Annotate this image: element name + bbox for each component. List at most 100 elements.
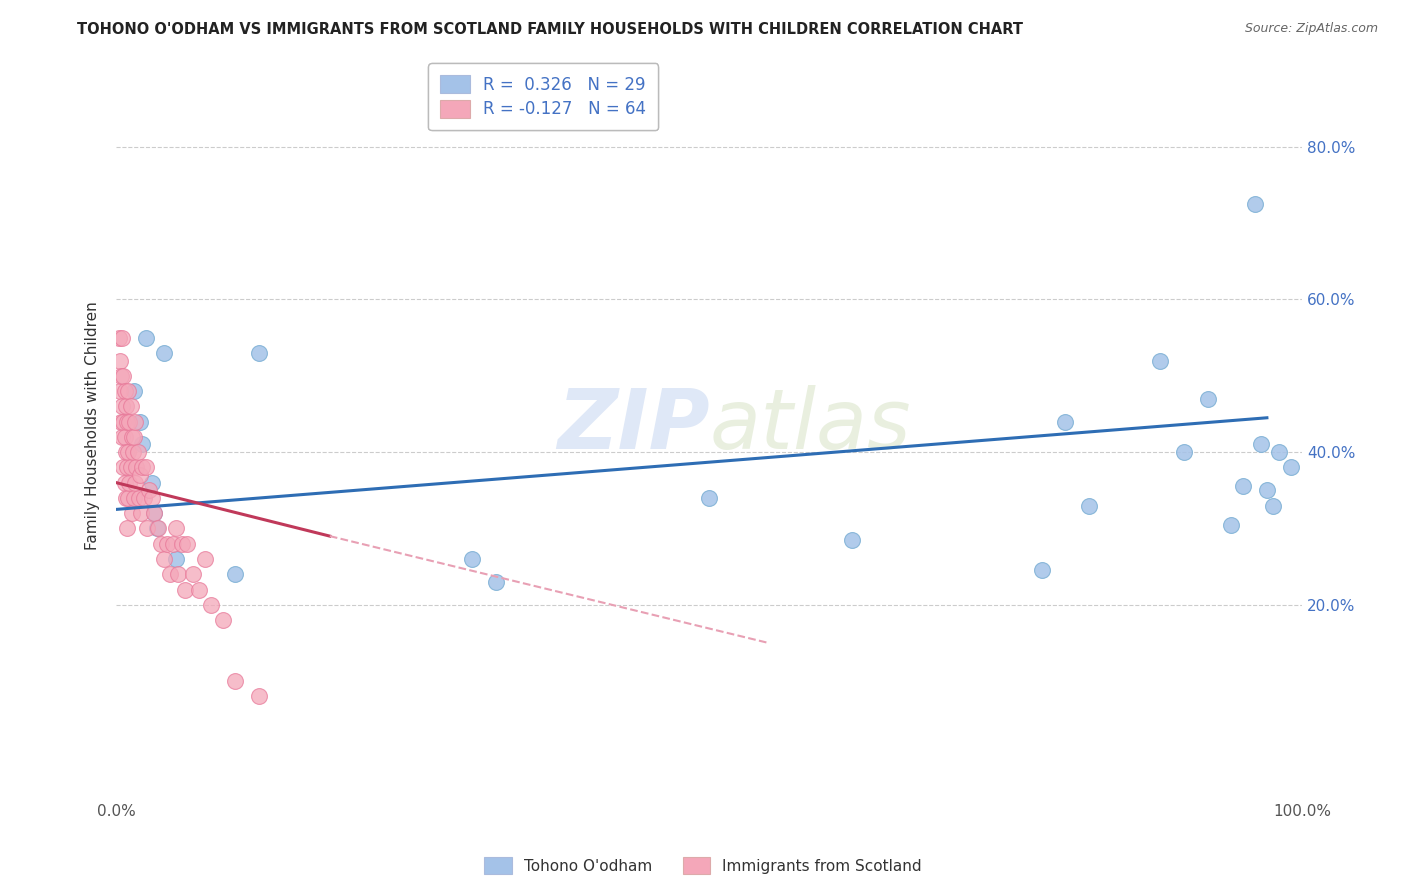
Point <box>114 430 136 444</box>
Point <box>1244 197 1267 211</box>
Point <box>115 415 138 429</box>
Text: Source: ZipAtlas.com: Source: ZipAtlas.com <box>1244 22 1378 36</box>
Point <box>108 353 131 368</box>
Point <box>120 460 142 475</box>
Point <box>112 415 135 429</box>
Point <box>143 506 166 520</box>
Point <box>121 430 143 444</box>
Point <box>121 506 143 520</box>
Point <box>107 330 129 344</box>
Point <box>108 384 131 398</box>
Text: TOHONO O'ODHAM VS IMMIGRANTS FROM SCOTLAND FAMILY HOUSEHOLDS WITH CHILDREN CORRE: TOHONO O'ODHAM VS IMMIGRANTS FROM SCOTLA… <box>77 22 1024 37</box>
Point <box>135 330 157 344</box>
Point <box>145 521 167 535</box>
Point <box>127 445 149 459</box>
Point <box>122 430 145 444</box>
Point <box>111 330 134 344</box>
Text: atlas: atlas <box>710 385 911 466</box>
Point <box>200 598 222 612</box>
Point <box>1250 437 1272 451</box>
Point <box>152 346 174 360</box>
Point <box>114 400 136 414</box>
Legend: Tohono O'odham, Immigrants from Scotland: Tohono O'odham, Immigrants from Scotland <box>478 851 928 880</box>
Point <box>1261 499 1284 513</box>
Point <box>120 400 142 414</box>
Point <box>128 491 150 505</box>
Point <box>138 483 160 498</box>
Point <box>176 537 198 551</box>
Point <box>131 437 153 451</box>
Point <box>159 567 181 582</box>
Point <box>117 384 139 398</box>
Point <box>1078 499 1101 513</box>
Point <box>122 445 145 459</box>
Point <box>114 445 136 459</box>
Point <box>110 368 132 383</box>
Text: ZIP: ZIP <box>557 385 710 466</box>
Point <box>167 567 190 582</box>
Point <box>247 346 270 360</box>
Point <box>1268 445 1291 459</box>
Point <box>150 537 173 551</box>
Point <box>112 368 135 383</box>
Point <box>461 552 484 566</box>
Point <box>699 491 721 505</box>
Point <box>165 552 187 566</box>
Point <box>224 567 246 582</box>
Point <box>212 613 235 627</box>
Point <box>174 582 197 597</box>
Point <box>194 552 217 566</box>
Point <box>1031 564 1053 578</box>
Point <box>112 460 135 475</box>
Y-axis label: Family Households with Children: Family Households with Children <box>86 301 100 549</box>
Point <box>1220 517 1243 532</box>
Legend: R =  0.326   N = 29, R = -0.127   N = 64: R = 0.326 N = 29, R = -0.127 N = 64 <box>429 63 658 130</box>
Point <box>125 460 148 475</box>
Point <box>117 491 139 505</box>
Point <box>114 475 136 490</box>
Point <box>1232 479 1254 493</box>
Point <box>118 475 141 490</box>
Point <box>1256 483 1278 498</box>
Point <box>143 506 166 520</box>
Point <box>111 430 134 444</box>
Point <box>1054 415 1077 429</box>
Point <box>136 521 159 535</box>
Point <box>170 537 193 551</box>
Point <box>152 552 174 566</box>
Point <box>110 415 132 429</box>
Point <box>115 460 138 475</box>
Point <box>132 491 155 505</box>
Point <box>114 384 136 398</box>
Point <box>247 690 270 704</box>
Point <box>188 582 211 597</box>
Point <box>485 574 508 589</box>
Point <box>135 460 157 475</box>
Point <box>1149 353 1171 368</box>
Point <box>131 460 153 475</box>
Point <box>124 475 146 490</box>
Point <box>146 521 169 535</box>
Point <box>1197 392 1219 406</box>
Point <box>115 521 138 535</box>
Point <box>1279 460 1302 475</box>
Point <box>129 468 152 483</box>
Point <box>183 567 205 582</box>
Point <box>224 674 246 689</box>
Point <box>162 537 184 551</box>
Point <box>122 384 145 398</box>
Point <box>1173 445 1195 459</box>
Point <box>165 521 187 535</box>
Point <box>111 400 134 414</box>
Point <box>141 475 163 490</box>
Point <box>124 415 146 429</box>
Point <box>141 491 163 505</box>
Point <box>118 415 141 429</box>
Point <box>114 491 136 505</box>
Point <box>129 415 152 429</box>
Point <box>129 506 152 520</box>
Point <box>841 533 863 547</box>
Point <box>122 491 145 505</box>
Point <box>117 445 139 459</box>
Point <box>156 537 179 551</box>
